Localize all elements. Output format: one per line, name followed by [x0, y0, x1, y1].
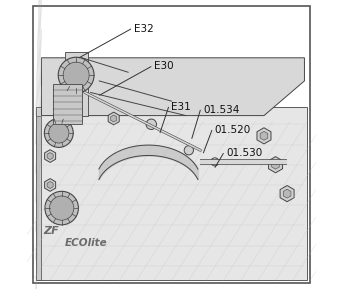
Circle shape [44, 118, 73, 147]
Text: 01.530: 01.530 [226, 148, 263, 158]
Circle shape [211, 158, 219, 166]
Text: 01.520: 01.520 [215, 125, 251, 135]
Text: 01.534: 01.534 [203, 105, 240, 115]
Circle shape [146, 119, 156, 129]
Text: E31: E31 [172, 102, 191, 112]
Circle shape [49, 123, 69, 143]
Text: ZF: ZF [43, 226, 59, 236]
Circle shape [184, 146, 193, 155]
FancyBboxPatch shape [36, 107, 307, 280]
Polygon shape [42, 58, 305, 116]
Text: E32: E32 [134, 24, 154, 34]
Circle shape [45, 191, 79, 225]
Circle shape [58, 57, 94, 93]
Polygon shape [36, 116, 42, 280]
FancyBboxPatch shape [53, 84, 82, 124]
FancyBboxPatch shape [64, 52, 88, 116]
Circle shape [49, 196, 74, 220]
Text: ECOlite: ECOlite [64, 238, 107, 248]
Text: E30: E30 [154, 62, 174, 71]
Circle shape [63, 62, 89, 88]
